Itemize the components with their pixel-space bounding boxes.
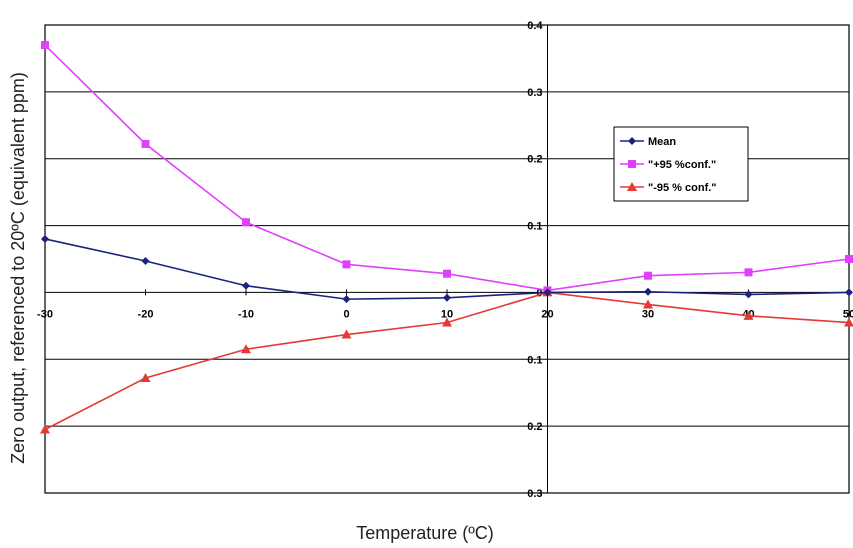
y-tick-label: 0.3 [527,488,542,500]
x-tick-label: 10 [441,308,453,320]
data-point-mean [744,290,753,299]
data-point-mean [242,281,250,290]
legend-item-minus-95-conf: "-95 % conf." [620,182,717,194]
x-tick-label: 0 [343,308,349,320]
data-point-plus-95-conf [141,140,150,149]
y-tick-label: 0.3 [527,87,542,99]
data-point-plus-95-conf [41,41,49,50]
data-point-mean [141,257,150,266]
data-point-mean [644,287,652,296]
data-point-mean [845,288,853,297]
data-point-mean [41,234,49,243]
data-point-mean [543,288,552,297]
series-mean [41,234,853,304]
data-point-mean [443,293,451,302]
x-tick-label: 20 [541,308,553,320]
y-tick-label: 0.2 [527,421,542,433]
grid-lines [45,24,849,494]
legend-item-plus-95-conf: "+95 %conf." [620,159,716,171]
data-point-minus-95-conf [341,329,352,339]
data-point-plus-95-conf [644,271,652,280]
legend-swatch-marker [628,160,636,168]
legend-label: "-95 % conf." [648,182,717,194]
legend-swatch-marker [627,182,637,191]
data-point-mean [342,295,351,304]
legend-label: Mean [648,136,676,148]
data-point-minus-95-conf [241,344,251,354]
data-point-minus-95-conf [40,424,50,434]
data-point-plus-95-conf [744,268,753,277]
y-tick-label: 0.2 [527,154,542,166]
legend: Mean "+95 %conf." "-95 % conf." [613,126,749,202]
y-tick-label: 0.4 [527,20,543,32]
data-point-minus-95-conf [643,299,653,309]
data-point-minus-95-conf [140,373,151,383]
y-tick-label: 0.1 [527,354,542,366]
x-tick-label: -10 [238,308,254,320]
legend-swatch-marker [628,137,636,145]
legend-item-mean: Mean [620,136,676,148]
data-point-minus-95-conf [743,310,754,320]
y-tick-label: 0.1 [527,221,542,233]
y-axis-tick-labels: 0.40.30.20.100.10.20.3 [527,20,543,500]
data-point-plus-95-conf [443,269,451,278]
legend-label: "+95 %conf." [648,159,716,171]
data-point-plus-95-conf [242,218,250,227]
data-point-minus-95-conf [844,317,853,327]
x-tick-label: 30 [642,308,654,320]
plot-area-border [44,24,850,494]
data-point-plus-95-conf [845,255,853,263]
series-layer [40,41,853,434]
data-point-plus-95-conf [342,260,351,269]
x-tick-label: -30 [37,308,53,320]
x-tick-label: -20 [138,308,154,320]
data-point-minus-95-conf [442,317,452,327]
x-axis-title: Temperature (ºC) [356,523,494,543]
y-axis-title: Zero output, referenced to 20ºC (equival… [8,72,28,464]
x-tick-label: 50 [843,308,853,320]
